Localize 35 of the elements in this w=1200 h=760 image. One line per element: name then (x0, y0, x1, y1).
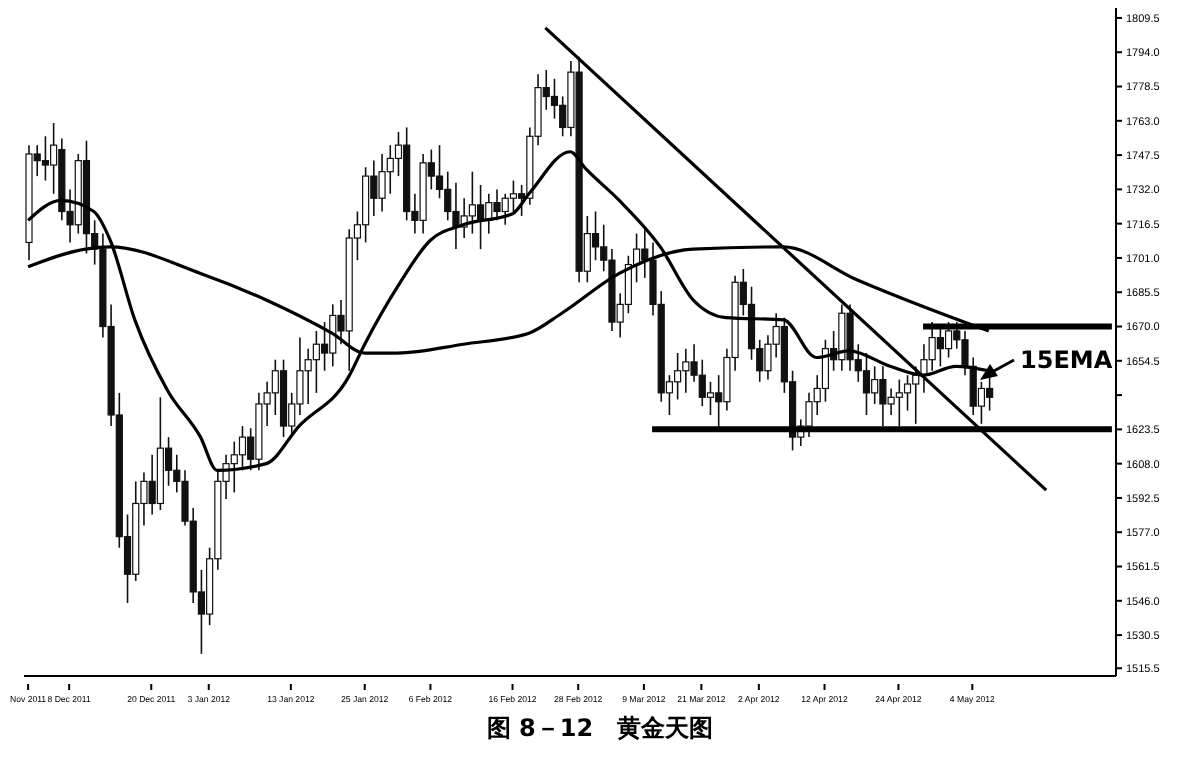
candlestick (903, 374, 912, 412)
candlestick (509, 179, 518, 213)
candlestick (312, 330, 320, 394)
candlestick (862, 352, 871, 416)
candlestick (501, 193, 509, 226)
candlestick (320, 321, 329, 372)
candlestick (468, 170, 476, 235)
candlestick (444, 170, 452, 222)
candlestick (304, 347, 312, 405)
candlestick (871, 365, 879, 405)
annotation: 15EMA (1020, 346, 1114, 374)
text: 图 8－12 黄金天图 (484, 712, 716, 746)
candlestick (682, 347, 690, 394)
candlestick (378, 153, 386, 213)
candlestick (493, 188, 501, 222)
candlestick (912, 365, 920, 425)
candlestick (887, 387, 895, 416)
candlestick (838, 303, 846, 372)
candlestick (230, 440, 238, 494)
candlestick (928, 321, 936, 372)
candlestick (821, 338, 830, 403)
candlestick (370, 159, 378, 217)
candlestick (986, 374, 994, 412)
candlestick (238, 425, 247, 472)
candlestick (550, 77, 559, 120)
candlestick (944, 321, 953, 359)
candlestick (698, 358, 706, 407)
candlestick (674, 352, 682, 401)
candlestick (936, 325, 944, 368)
candlestick (148, 454, 156, 516)
candlestick (895, 378, 903, 427)
candlestick (706, 381, 715, 416)
candlestick (41, 135, 50, 182)
candlestick (879, 365, 887, 427)
candlestick (386, 144, 394, 195)
